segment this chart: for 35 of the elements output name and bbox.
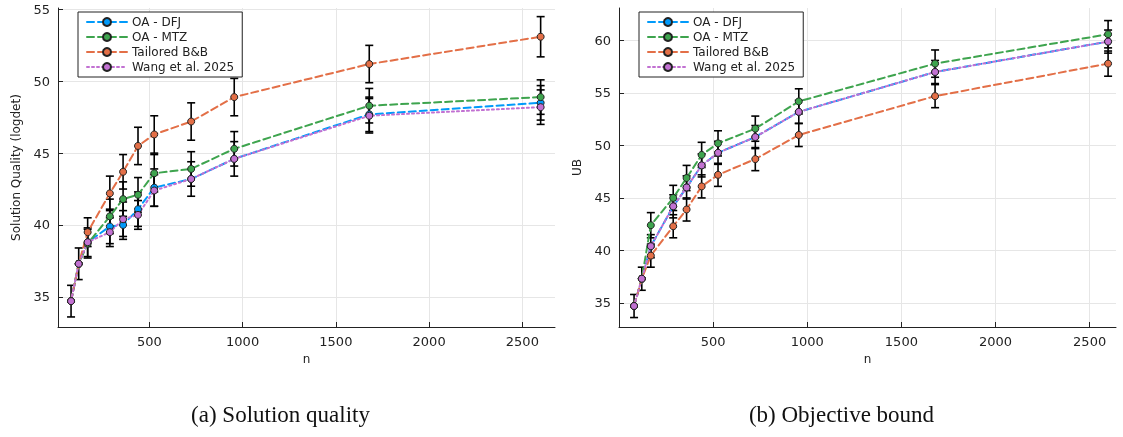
x-tick-label: 1000 <box>790 334 824 349</box>
x-tick-label: 500 <box>700 334 726 349</box>
y-tick-label: 35 <box>594 295 611 311</box>
y-tick-label: 40 <box>594 242 611 258</box>
x-tick-label: 500 <box>136 334 162 349</box>
x-tick-label: 2000 <box>978 334 1013 349</box>
y-axis-title: UB <box>570 158 584 177</box>
y-tick-label: 45 <box>33 145 50 161</box>
x-axis-title: n <box>863 352 872 366</box>
y-tick-label: 50 <box>33 73 50 89</box>
x-tick-label: 2500 <box>505 334 539 349</box>
x-tick-label: 2500 <box>1073 334 1107 349</box>
x-tick-label: 1500 <box>319 334 353 349</box>
legend-label: OA - DFJ <box>693 15 743 29</box>
x-axis-title: n <box>302 352 311 366</box>
x-tick-label: 1500 <box>884 334 918 349</box>
legend-label: Wang et al. 2025 <box>693 60 796 74</box>
text: (a) Solution quality <box>191 402 371 427</box>
legend-label: Tailored B&B <box>692 45 770 59</box>
legend-label: OA - DFJ <box>132 15 182 29</box>
legend-label: Wang et al. 2025 <box>132 60 235 74</box>
y-tick-label: 50 <box>594 137 611 153</box>
legend-label: Tailored B&B <box>131 45 209 59</box>
legend-label: OA - MTZ <box>132 30 188 44</box>
x-tick-label: 1000 <box>226 334 260 349</box>
y-axis-title: Solution Quality (logdet) <box>9 94 23 241</box>
legend-label: OA - MTZ <box>693 30 749 44</box>
y-tick-label: 40 <box>33 217 50 233</box>
y-tick-label: 55 <box>33 1 50 17</box>
x-tick-label: 2000 <box>412 334 446 349</box>
y-tick-label: 55 <box>594 85 611 101</box>
text: (b) Objective bound <box>748 402 935 427</box>
y-tick-label: 35 <box>33 289 50 305</box>
y-tick-label: 45 <box>594 190 611 206</box>
y-tick-label: 60 <box>594 33 611 49</box>
